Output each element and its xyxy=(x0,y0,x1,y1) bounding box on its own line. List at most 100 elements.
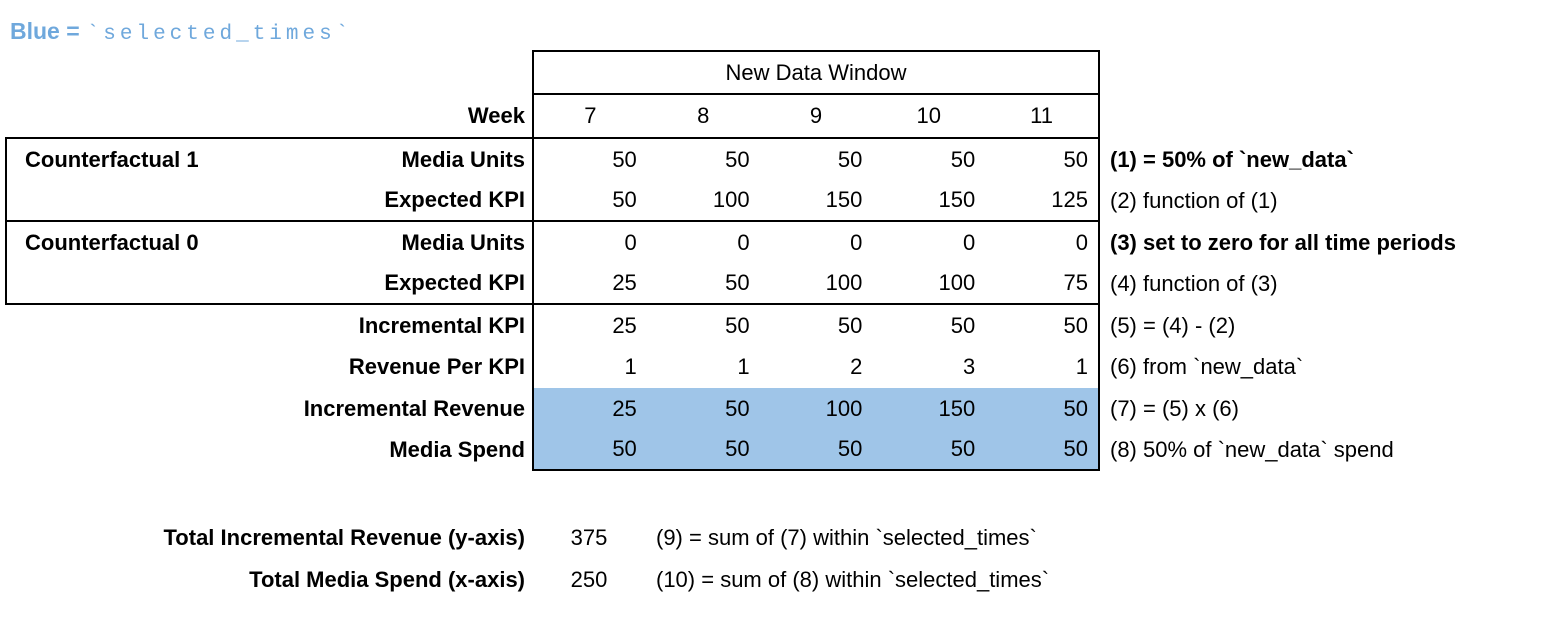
table-cell: 50 xyxy=(725,146,750,172)
metric-label: Incremental KPI xyxy=(358,312,525,338)
row-annotation: (2) function of (1) xyxy=(1110,188,1278,214)
total-spend-value: 250 xyxy=(570,567,608,592)
row-annotation: (8) 50% of `new_data` spend xyxy=(1110,437,1394,463)
table-cell: 100 xyxy=(825,270,863,296)
table-cell: 100 xyxy=(712,187,750,213)
row-label-cell: Media Spend xyxy=(5,430,532,472)
metric-label: Incremental Revenue xyxy=(303,395,525,421)
total-incremental-revenue-row: Total Incremental Revenue (y-axis) 375 (… xyxy=(5,517,1539,559)
row-data-cells: 25 50 100 150 50 xyxy=(532,388,1100,430)
metric-label: Media Units xyxy=(401,229,525,255)
total-spend-label: Total Media Spend (x-axis) xyxy=(249,567,525,592)
row-data-cells: 0 0 0 0 0 xyxy=(532,222,1100,264)
week-note-spacer xyxy=(1100,95,1539,139)
row-data-cells: 1 1 2 3 1 xyxy=(532,346,1100,388)
counterfactual-group-label: Counterfactual 1 xyxy=(25,146,199,172)
table-cell: 50 xyxy=(837,436,863,462)
table-cell: 150 xyxy=(938,187,976,213)
table-cell: 50 xyxy=(612,187,637,213)
table-row: Incremental Revenue 25 50 100 150 50 (7)… xyxy=(5,388,1539,430)
row-annotation: (3) set to zero for all time periods xyxy=(1110,229,1456,255)
total-revenue-value: 375 xyxy=(570,525,608,550)
row-annotation: (5) = (4) - (2) xyxy=(1110,312,1236,338)
row-label-cell: Expected KPI xyxy=(5,180,532,222)
table-cell: 25 xyxy=(612,395,637,421)
row-data-cells: 25 50 50 50 50 xyxy=(532,305,1100,347)
table-row: Expected KPI 25 50 100 100 75 (4) functi… xyxy=(5,263,1539,305)
header-spacer xyxy=(5,50,532,95)
table-row: Media Spend 50 50 50 50 50 (8) 50% of `n… xyxy=(5,429,1539,472)
total-revenue-annotation: (9) = sum of (7) within `selected_times` xyxy=(656,525,1037,550)
total-revenue-label: Total Incremental Revenue (y-axis) xyxy=(163,525,526,550)
legend-code: `selected_times` xyxy=(86,23,353,46)
table-header-row: New Data Window xyxy=(5,50,1539,95)
total-media-spend-row: Total Media Spend (x-axis) 250 (10) = su… xyxy=(5,559,1539,601)
counterfactual-group-label: Counterfactual 0 xyxy=(25,229,199,255)
metric-label: Expected KPI xyxy=(384,187,525,213)
table-cell: 150 xyxy=(938,395,976,421)
table-cell: 50 xyxy=(950,312,976,338)
table-cell: 50 xyxy=(1063,436,1088,462)
table-cell: 50 xyxy=(725,312,750,338)
row-label-cell: Counterfactual 0 Media Units xyxy=(5,222,532,264)
table-cell: 50 xyxy=(725,436,750,462)
table-cell: 50 xyxy=(1063,312,1088,338)
row-annotation: (1) = 50% of `new_data` xyxy=(1110,146,1354,172)
table-cell: 75 xyxy=(1063,270,1088,296)
row-label-cell: Counterfactual 1 Media Units xyxy=(5,139,532,181)
table-row: Incremental KPI 25 50 50 50 50 (5) = (4)… xyxy=(5,305,1539,347)
table-cell: 50 xyxy=(837,146,863,172)
row-label-cell: Incremental Revenue xyxy=(5,388,532,430)
row-label-cell: Expected KPI xyxy=(5,263,532,305)
table-cell: 0 xyxy=(624,229,637,255)
spreadsheet-table: New Data Window Week 7 8 9 10 11 Counter… xyxy=(5,50,1539,471)
table-row: Counterfactual 0 Media Units 0 0 0 0 0 (… xyxy=(5,222,1539,264)
table-row: Revenue Per KPI 1 1 2 3 1 (6) from `new_… xyxy=(5,346,1539,389)
table-cell: 1 xyxy=(737,354,750,380)
table-cell: 50 xyxy=(725,270,750,296)
week-number-cell: 9 xyxy=(809,103,823,128)
row-data-cells: 50 50 50 50 50 xyxy=(532,429,1100,471)
table-cell: 0 xyxy=(850,229,863,255)
week-number-cell: 7 xyxy=(584,103,597,128)
metric-label: Media Units xyxy=(401,146,525,172)
table-cell: 50 xyxy=(1063,146,1088,172)
week-numbers: 7 8 9 10 11 xyxy=(532,95,1100,139)
table-cell: 125 xyxy=(1051,187,1088,213)
table-cell: 25 xyxy=(612,312,637,338)
new-data-window-header: New Data Window xyxy=(532,50,1100,95)
table-cell: 100 xyxy=(825,395,863,421)
table-cell: 50 xyxy=(1063,395,1088,421)
table-cell: 0 xyxy=(1075,229,1088,255)
legend-blue-selected-times: Blue = `selected_times` xyxy=(10,18,352,46)
week-number-cell: 10 xyxy=(916,103,942,128)
table-cell: 1 xyxy=(1075,354,1088,380)
table-cell: 2 xyxy=(850,354,863,380)
table-cell: 100 xyxy=(938,270,976,296)
table-cell: 50 xyxy=(612,146,637,172)
row-annotation: (6) from `new_data` xyxy=(1110,354,1304,380)
week-number-cell: 11 xyxy=(1030,103,1053,128)
row-label-cell: Revenue Per KPI xyxy=(5,347,532,389)
week-row: Week 7 8 9 10 11 xyxy=(5,95,1539,139)
row-annotation: (4) function of (3) xyxy=(1110,271,1278,297)
metric-label: Expected KPI xyxy=(384,270,525,296)
row-data-cells: 50 50 50 50 50 xyxy=(532,139,1100,181)
header-note-spacer xyxy=(1100,50,1539,95)
table-cell: 0 xyxy=(737,229,750,255)
row-data-cells: 50 100 150 150 125 xyxy=(532,180,1100,222)
table-cell: 150 xyxy=(825,187,863,213)
table-cell: 25 xyxy=(612,270,637,296)
row-label-cell: Incremental KPI xyxy=(5,305,532,347)
total-spend-annotation: (10) = sum of (8) within `selected_times… xyxy=(656,567,1050,592)
table-cell: 3 xyxy=(962,354,976,380)
week-label-cell: Week xyxy=(5,95,532,139)
table-cell: 50 xyxy=(725,395,750,421)
week-number-cell: 8 xyxy=(697,103,710,128)
table-cell: 1 xyxy=(624,354,637,380)
metric-label: Media Spend xyxy=(389,437,525,463)
table-row: Counterfactual 1 Media Units 50 50 50 50… xyxy=(5,139,1539,181)
row-annotation: (7) = (5) x (6) xyxy=(1110,395,1239,421)
table-row: Expected KPI 50 100 150 150 125 (2) func… xyxy=(5,180,1539,222)
row-data-cells: 25 50 100 100 75 xyxy=(532,263,1100,305)
